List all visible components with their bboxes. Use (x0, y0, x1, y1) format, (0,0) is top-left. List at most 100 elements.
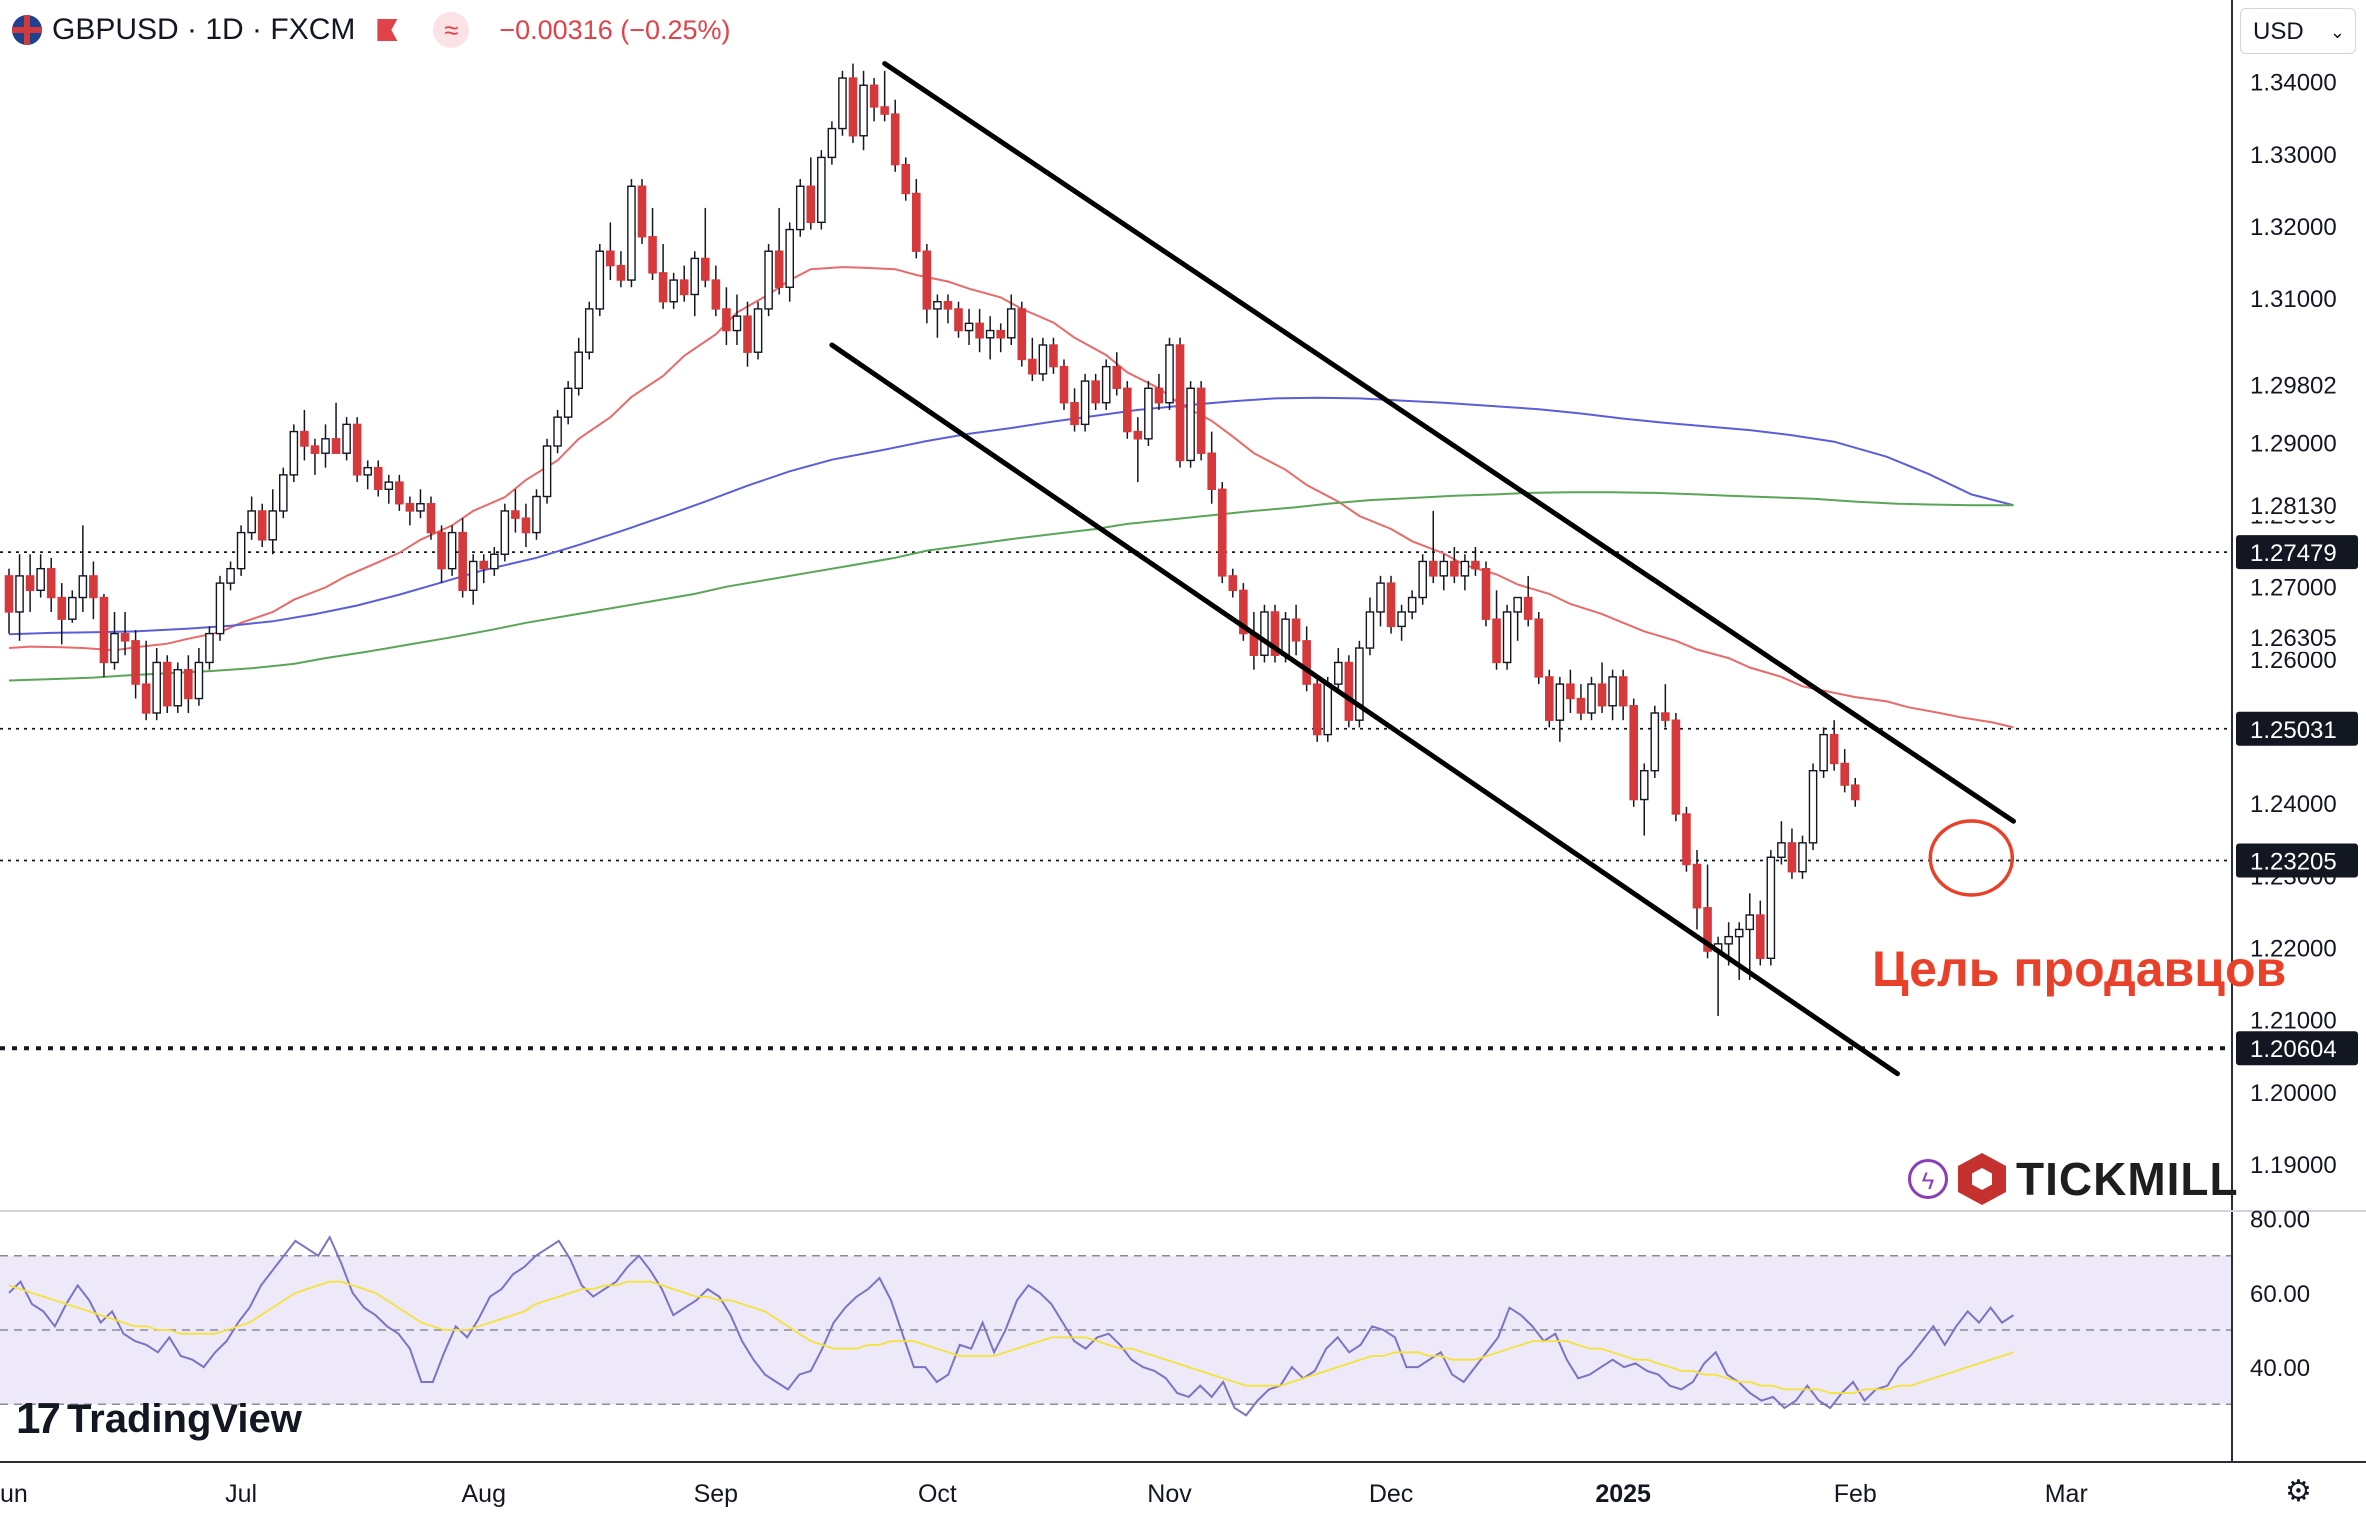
candle-body (595, 250, 605, 310)
candle (490, 547, 499, 576)
candle-body (1819, 733, 1828, 772)
candle-body (141, 683, 151, 714)
candle (1840, 749, 1849, 793)
currency-select[interactable]: USD ⌄ (2240, 8, 2356, 54)
symbol-title[interactable]: GBPUSD · 1D · FXCM (52, 13, 356, 46)
candle-body (1481, 567, 1491, 620)
candle (859, 70, 868, 151)
candle (205, 626, 214, 670)
candle-body (257, 510, 267, 541)
chevron-down-icon: ⌄ (2329, 22, 2345, 42)
trend-channel-line (882, 61, 2016, 824)
candle-body (1355, 647, 1364, 721)
candle (46, 557, 56, 612)
candle-body (1323, 683, 1333, 736)
candle-body (1302, 640, 1311, 685)
time-tick-label: Nov (1147, 1480, 1192, 1508)
candle-body (901, 163, 911, 195)
candle (521, 503, 531, 548)
candle-body (162, 661, 172, 707)
candle-body (15, 575, 24, 613)
candle (1777, 821, 1786, 865)
candle (1344, 655, 1354, 728)
candle-body (943, 301, 953, 310)
candle-body (152, 661, 162, 714)
trend-channel-line (829, 342, 1900, 1077)
candle (943, 294, 953, 324)
candle-body (458, 531, 467, 592)
candle (1523, 575, 1533, 627)
candle-body (373, 466, 383, 491)
candle-body (1534, 618, 1544, 678)
candle-body (1165, 344, 1174, 404)
candle-body (679, 279, 689, 296)
candle-body (954, 308, 963, 332)
currency-label: USD (2253, 18, 2304, 45)
price-tick-label: 1.22000 (2250, 935, 2337, 962)
candle (57, 583, 67, 645)
candle (606, 222, 615, 281)
candle-body (352, 423, 362, 476)
candle (1270, 604, 1280, 663)
candle-body (806, 185, 816, 224)
candle-body (1059, 365, 1069, 404)
candle (912, 179, 921, 259)
candle (732, 294, 742, 345)
candle (1175, 337, 1185, 468)
candle-body (690, 257, 700, 296)
tradingview-logo[interactable]: 17 TradingView (16, 1394, 302, 1444)
candle (785, 222, 794, 302)
candle-body (722, 308, 731, 332)
candle-body (405, 503, 415, 512)
gear-icon[interactable]: ⚙ (2285, 1475, 2312, 1508)
candle (1618, 669, 1628, 721)
price-label-text: 1.29802 (2250, 373, 2337, 400)
candle-body (268, 510, 278, 541)
candle (1355, 640, 1364, 728)
approx-icon[interactable]: ≈ (433, 12, 470, 48)
candle (648, 207, 657, 281)
candle-body (1618, 676, 1628, 707)
candle-body (490, 553, 499, 570)
candle-body (1650, 712, 1660, 772)
candle (141, 640, 151, 721)
candle-body (384, 481, 394, 491)
candle-body (67, 596, 77, 620)
candle-body (880, 106, 889, 115)
price-tick-label: 1.20000 (2250, 1080, 2337, 1107)
candle-body (1439, 560, 1449, 577)
candle (1006, 294, 1016, 345)
candle-body (1703, 907, 1712, 952)
candle-body (1049, 344, 1058, 368)
candle-body (25, 575, 35, 592)
candle (1629, 698, 1638, 807)
price-label-box (2236, 535, 2358, 570)
candle-body (226, 567, 235, 584)
candle (352, 417, 362, 483)
candle-body (321, 438, 330, 454)
candle (1365, 597, 1375, 656)
candle (1798, 835, 1807, 879)
candle (1439, 554, 1449, 591)
candle-body (99, 596, 109, 664)
candle-body (1418, 560, 1427, 599)
flag-marker-icon[interactable] (377, 19, 398, 41)
candle-body (1840, 762, 1849, 786)
tickmill-hex-icon (1958, 1153, 2006, 1205)
price-label-text: 1.28130 (2250, 493, 2337, 520)
candle (985, 316, 995, 360)
candle (774, 207, 784, 295)
candle-body (701, 257, 710, 281)
candle-body (922, 250, 932, 310)
candle-body (774, 250, 784, 288)
candle (300, 409, 309, 461)
candle-body (120, 632, 130, 642)
candle (173, 662, 183, 713)
candle (426, 496, 436, 540)
candle-body (1829, 733, 1839, 765)
candle-body (4, 575, 14, 613)
candle (257, 503, 267, 548)
candle (933, 294, 942, 338)
candle (848, 63, 858, 143)
